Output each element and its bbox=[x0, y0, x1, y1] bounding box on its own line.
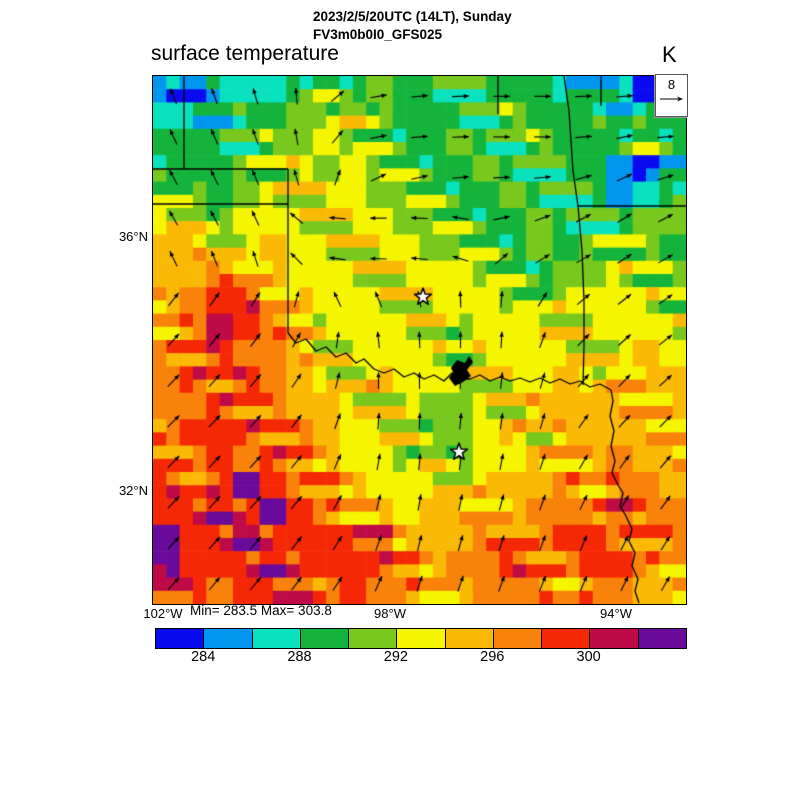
colorbar-cell bbox=[397, 629, 446, 648]
figure-title: 2023/2/5/20UTC (14LT), Sunday FV3m0b0I0_… bbox=[313, 8, 512, 44]
map-plot-area: 8 bbox=[152, 74, 688, 605]
units-label: K bbox=[662, 42, 677, 67]
lat-tick-32N: 32°N bbox=[118, 483, 148, 498]
reference-vector-box: 8 bbox=[655, 74, 688, 117]
colorbar-cell bbox=[349, 629, 398, 648]
colorbar-cell bbox=[445, 629, 494, 648]
title-line-1: 2023/2/5/20UTC (14LT), Sunday bbox=[313, 9, 512, 24]
colorbar-cell bbox=[252, 629, 301, 648]
variable-label: surface temperature bbox=[151, 42, 339, 65]
colorbar-tick-label: 292 bbox=[383, 649, 409, 665]
colorbar-tick-labels: 284 288 292 296 300 bbox=[155, 649, 685, 667]
reference-arrow-icon bbox=[660, 96, 683, 102]
colorbar-tick-label: 296 bbox=[480, 649, 505, 665]
colorbar-cell bbox=[542, 629, 591, 648]
lat-tick-36N: 36°N bbox=[118, 229, 148, 244]
lon-tick-98W: 98°W bbox=[374, 606, 406, 621]
colorbar-cell bbox=[204, 629, 253, 648]
colorbar-cell bbox=[590, 629, 639, 648]
temperature-wind-map bbox=[153, 76, 686, 604]
colorbar-cell bbox=[638, 629, 686, 648]
title-line-2: FV3m0b0I0_GFS025 bbox=[313, 27, 443, 42]
colorbar-tick-label: 300 bbox=[576, 649, 601, 665]
colorbar bbox=[155, 628, 687, 649]
colorbar-cell bbox=[156, 629, 205, 648]
colorbar-cell bbox=[493, 629, 543, 648]
colorbar-cell bbox=[300, 629, 350, 648]
colorbar-tick-label: 288 bbox=[287, 649, 312, 665]
colorbar-tick-label: 284 bbox=[191, 649, 216, 665]
reference-vector-value: 8 bbox=[667, 77, 676, 92]
lon-tick-102W: 102°W bbox=[143, 606, 183, 621]
lon-tick-94W: 94°W bbox=[600, 606, 632, 621]
minmax-annotation: Min= 283.5 Max= 303.8 bbox=[190, 603, 332, 618]
